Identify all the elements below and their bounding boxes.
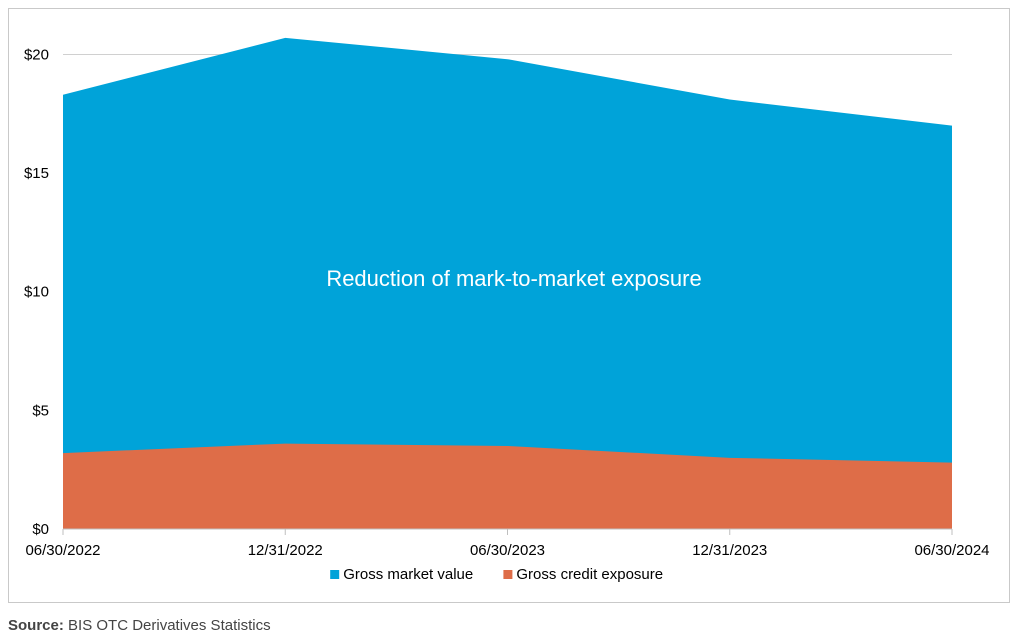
axes: [62, 528, 953, 535]
chart-frame: [8, 8, 1010, 603]
y-tick-label: $5: [32, 402, 49, 419]
legend: Gross market value Gross credit exposure: [330, 566, 663, 583]
legend-swatch-gross-market-value: [330, 570, 340, 579]
x-tick-label: 12/31/2022: [248, 542, 323, 559]
area-series-layer: [63, 37, 952, 529]
area-chart: $0 $5 $10 $15 $20 06/30/2022 12/31/2022 06/30/2…: [24, 37, 990, 583]
area-gross-credit-exposure: [63, 443, 952, 529]
tick-labels: $0 $5 $10 $15 $20 06/30/2022 12/31/2022 06/30/2…: [24, 46, 990, 559]
source-text: BIS OTC Derivatives Statistics: [68, 617, 271, 634]
legend-label-gross-credit-exposure: Gross credit exposure: [516, 566, 663, 583]
y-tick-label: $0: [32, 521, 49, 538]
source-note: Source: BIS OTC Derivatives Statistics: [8, 617, 271, 634]
legend-label-gross-market-value: Gross market value: [343, 566, 473, 583]
x-tick-label: 12/31/2023: [692, 542, 767, 559]
source-label: Source:: [8, 617, 64, 634]
y-tick-label: $20: [24, 46, 49, 63]
x-tick-label: 06/30/2022: [25, 542, 100, 559]
chart-annotation: Reduction of mark-to-market exposure: [326, 266, 701, 291]
x-tick-label: 06/30/2023: [470, 542, 545, 559]
x-tick-label: 06/30/2024: [914, 542, 989, 559]
area-gross-market-value: [63, 37, 952, 529]
y-tick-label: $10: [24, 284, 49, 301]
y-tick-label: $15: [24, 165, 49, 182]
legend-swatch-gross-credit-exposure: [503, 570, 513, 579]
